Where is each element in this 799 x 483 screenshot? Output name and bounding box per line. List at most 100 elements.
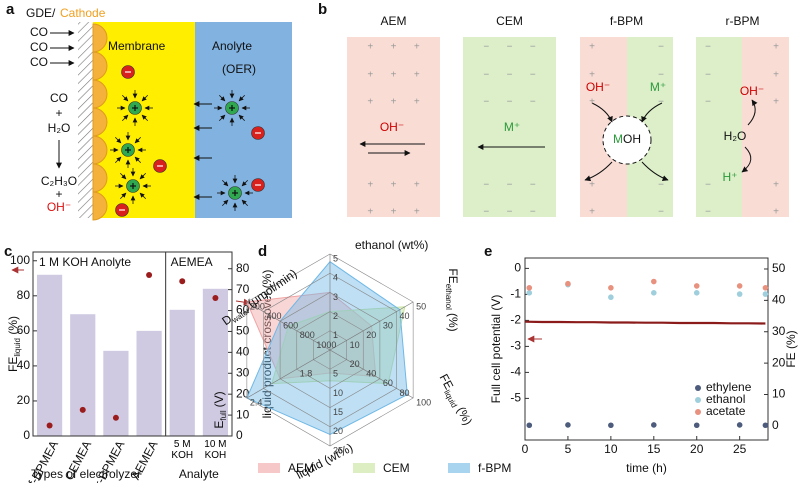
text-part: FE — [436, 372, 456, 392]
x-tick-label: 5 M KOH — [171, 439, 194, 461]
radar-tick-label: 400 — [266, 311, 281, 321]
radar-spoke — [246, 301, 331, 351]
membrane-title: r-BPM — [726, 14, 760, 28]
panel-label: a — [6, 1, 15, 18]
y2-tick-label: 30 — [236, 365, 250, 379]
field-arrow — [238, 114, 246, 122]
catalyst-particle — [92, 163, 108, 193]
y-tick-label: 20 — [17, 393, 31, 407]
text-part: E — [212, 421, 226, 429]
ion-label: M⁺ — [650, 80, 666, 94]
radar-axis-label: FEliquid(%) — [435, 372, 475, 429]
x-tick-label-box: 5 M KOH — [171, 439, 194, 461]
fe-point — [526, 290, 533, 296]
fixed-charge: − — [705, 70, 711, 81]
radar-tick-label: 30 — [383, 321, 393, 331]
group-label: Analyte — [179, 467, 219, 481]
fixed-charge: + — [589, 97, 595, 108]
text-part: liquid — [442, 389, 459, 410]
fe-point — [693, 290, 700, 296]
x-tick-label-box: 10 M KOH — [204, 439, 226, 461]
fixed-charge: − — [507, 42, 513, 53]
text-part: M — [613, 132, 623, 146]
legend-label: acetate — [706, 404, 746, 418]
y2-tick-label: 0 — [772, 418, 779, 432]
x-axis-label: time (h) — [626, 461, 667, 475]
legend-marker — [695, 385, 701, 391]
y2-axis-label: FE (%) — [784, 330, 798, 367]
legend-swatch — [448, 463, 470, 473]
text-part: OH — [623, 132, 641, 146]
product-label: OH⁻ — [47, 200, 71, 214]
ion-label: OH⁻ — [586, 80, 610, 94]
fixed-charge: + — [773, 42, 779, 53]
panel-label: e — [484, 243, 492, 260]
ion-arrow — [641, 161, 669, 182]
fixed-charge: + — [391, 97, 397, 108]
text-part: full — [219, 410, 228, 420]
bar — [136, 330, 162, 436]
reactant-label: CO — [50, 91, 68, 105]
field-arrow — [121, 94, 129, 102]
radar-tick-label: 80 — [400, 388, 410, 398]
legend-marker — [695, 397, 701, 403]
crossover-dot — [212, 295, 219, 301]
product-label: + — [55, 187, 62, 201]
bar — [169, 309, 195, 436]
fixed-charge: + — [367, 70, 373, 81]
catalyst-particle — [92, 79, 108, 109]
legend-label: f-BPM — [478, 461, 511, 475]
fe-point — [650, 278, 657, 285]
panel-label: b — [318, 1, 327, 18]
radar-tick-label: 20 — [333, 426, 343, 436]
fe-point — [693, 283, 700, 289]
fe-point — [565, 422, 571, 428]
radar-tick-label: 2.4 — [250, 397, 263, 407]
text-part: liquid — [13, 338, 22, 357]
field-arrow — [134, 156, 142, 164]
ion-label: H₂O — [724, 129, 747, 143]
crossover-dot — [179, 278, 186, 285]
field-arrow — [114, 136, 122, 144]
radar-tick-label: 25 — [333, 445, 343, 455]
y2-tick-label: 20 — [236, 386, 250, 400]
fixed-charge: − — [530, 207, 536, 218]
legend-label: AEM — [288, 461, 314, 475]
reactant-label: + — [55, 106, 62, 120]
fe-point — [693, 422, 700, 429]
text-part: (%) — [446, 313, 460, 332]
y2-tick-label: 30 — [772, 324, 786, 338]
legend-swatch — [258, 463, 280, 473]
fixed-charge: − — [483, 180, 489, 191]
fixed-charge: + — [414, 180, 420, 191]
fixed-charge: + — [773, 70, 779, 81]
field-arrow — [241, 179, 249, 187]
radar-tick-label: 10 — [333, 388, 343, 398]
field-arrow — [119, 172, 127, 180]
fe-point — [736, 422, 743, 428]
radar-tick-label: 20 — [366, 330, 376, 340]
catalyst-particle — [92, 191, 108, 221]
y-tick-label: 0 — [23, 428, 30, 442]
bar — [202, 288, 229, 436]
legend-label: CEM — [383, 461, 410, 475]
radar-tick-label: 600 — [283, 321, 298, 331]
catalyst-particle — [92, 23, 108, 53]
y-axis-label: Full cell potential (V) — [489, 295, 503, 404]
membrane-title: f-BPM — [610, 14, 643, 28]
gde-strip — [78, 22, 93, 218]
crossover-dot — [112, 414, 119, 421]
field-arrow — [221, 199, 229, 207]
radar-tick-label: 4 — [333, 273, 338, 283]
fixed-charge: − — [530, 42, 536, 53]
ion-arrow — [641, 102, 663, 123]
fixed-charge: − — [483, 42, 489, 53]
radar-tick-label: 5 — [333, 253, 338, 263]
ion-label: OH⁻ — [380, 120, 404, 134]
y2-tick-label: 60 — [236, 303, 250, 317]
fixed-charge: + — [414, 70, 420, 81]
radar-tick-label: 40 — [366, 369, 376, 379]
legend-swatch — [353, 463, 375, 473]
fixed-charge: − — [530, 97, 536, 108]
